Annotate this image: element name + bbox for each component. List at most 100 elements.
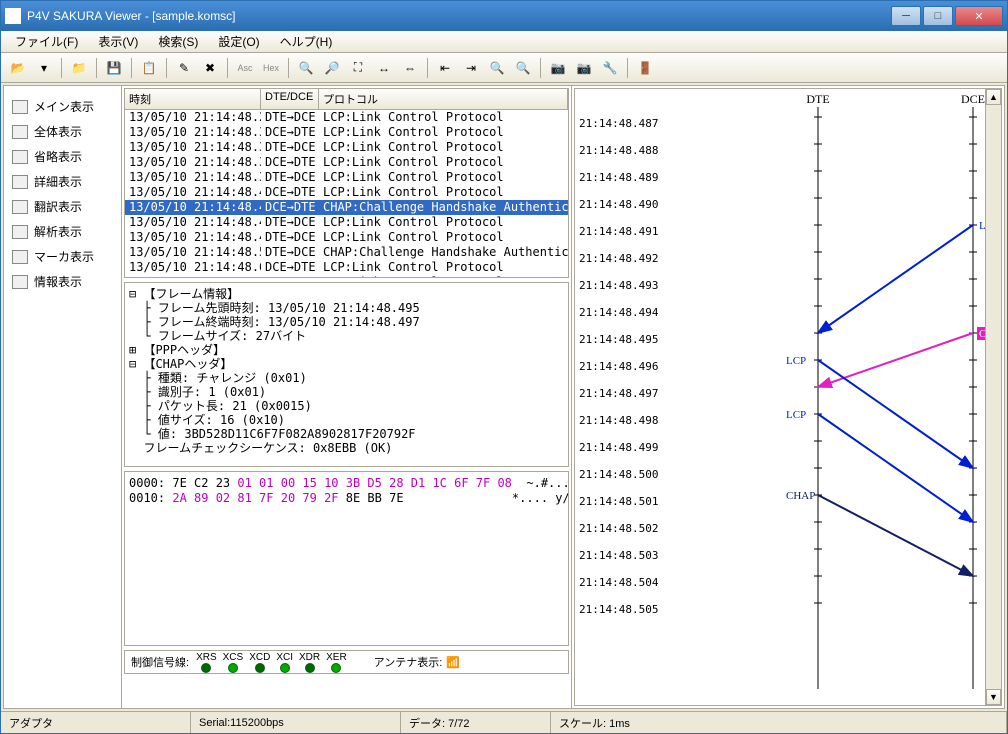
sidebar-item-0[interactable]: メイン表示 — [8, 94, 117, 119]
detail-icon — [12, 175, 28, 189]
edit-icon[interactable]: ✎ — [173, 57, 195, 79]
col-time[interactable]: 時刻 — [125, 89, 261, 109]
zoom-out-icon[interactable]: 🔎 — [321, 57, 343, 79]
status-serial: Serial:115200bps — [191, 712, 401, 733]
antenna-icon: 📶 — [446, 656, 460, 669]
status-data: データ: 7/72 — [401, 712, 551, 733]
timeline-tick: 21:14:48.490 — [575, 198, 663, 225]
statusbar: アダプタ Serial:115200bps データ: 7/72 スケール: 1m… — [1, 711, 1007, 733]
asc-icon[interactable]: Asc — [234, 57, 256, 79]
titlebar: P4V SAKURA Viewer - [sample.komsc] ─ □ ✕ — [1, 1, 1007, 31]
tree-line[interactable]: ⊟ 【CHAPヘッダ】 — [129, 357, 564, 371]
menu-view[interactable]: 表示(V) — [90, 31, 146, 52]
range1-icon[interactable]: ↔ — [373, 57, 395, 79]
tree-line[interactable]: ⊟ 【フレーム情報】 — [129, 287, 564, 301]
timeline-tick: 21:14:48.487 — [575, 117, 663, 144]
timeline-times: 21:14:48.48721:14:48.48821:14:48.48921:1… — [575, 89, 663, 705]
info-icon — [12, 275, 28, 289]
timeline-pane: 21:14:48.48721:14:48.48821:14:48.48921:1… — [574, 88, 1002, 706]
maximize-button[interactable]: □ — [923, 6, 953, 26]
packet-row[interactable]: 13/05/10 21:14:48.495DCE→DTECHAP:Challen… — [125, 200, 568, 215]
menu-help[interactable]: ヘルプ(H) — [272, 31, 341, 52]
sidebar-item-1[interactable]: 全体表示 — [8, 119, 117, 144]
app-icon — [5, 8, 21, 24]
packet-row[interactable]: 13/05/10 21:14:48.498DTE→DCELCP:Link Con… — [125, 230, 568, 245]
signal-label: 制御信号線: — [131, 654, 189, 670]
sidebar-item-label: 翻訳表示 — [34, 198, 82, 215]
nav1-icon[interactable]: ⇤ — [434, 57, 456, 79]
menu-search[interactable]: 検索(S) — [150, 31, 206, 52]
sidebar: メイン表示全体表示省略表示詳細表示翻訳表示解析表示マーカ表示情報表示 — [4, 86, 122, 708]
packet-row[interactable]: 13/05/10 21:14:48.346DCE→DTELCP:Link Con… — [125, 125, 568, 140]
exit-icon[interactable]: 🚪 — [634, 57, 656, 79]
tree-line[interactable]: ├ 値サイズ: 16 (0x10) — [129, 413, 564, 427]
dropdown-icon[interactable]: ▾ — [33, 57, 55, 79]
tree-line[interactable]: └ 値: 3BD528D11C6F7F082A8902817F20792F — [129, 427, 564, 441]
sidebar-item-3[interactable]: 詳細表示 — [8, 169, 117, 194]
nav2-icon[interactable]: ⇥ — [460, 57, 482, 79]
menu-file[interactable]: ファイル(F) — [7, 31, 86, 52]
packet-list-body[interactable]: 13/05/10 21:14:48.217DTE→DCELCP:Link Con… — [125, 110, 568, 277]
open-icon[interactable]: 📂 — [7, 57, 29, 79]
minimize-button[interactable]: ─ — [891, 6, 921, 26]
svg-text:DTE: DTE — [806, 92, 829, 106]
range2-icon[interactable]: ⇔ — [399, 57, 421, 79]
delete-icon[interactable]: ✖ — [199, 57, 221, 79]
packet-row[interactable]: 13/05/10 21:14:48.501DTE→DCECHAP:Challen… — [125, 245, 568, 260]
tree-line[interactable]: ├ 識別子: 1 (0x01) — [129, 385, 564, 399]
camera-icon[interactable]: 📷 — [547, 57, 569, 79]
packet-row[interactable]: 13/05/10 21:14:48.491DCE→DTELCP:Link Con… — [125, 185, 568, 200]
tree-line[interactable]: └ フレームサイズ: 27バイト — [129, 329, 564, 343]
sidebar-item-5[interactable]: 解析表示 — [8, 219, 117, 244]
fit-icon[interactable]: ⛶ — [347, 57, 369, 79]
find-icon[interactable]: 🔍 — [486, 57, 508, 79]
find2-icon[interactable]: 🔍 — [512, 57, 534, 79]
svg-text:LCP: LCP — [786, 409, 806, 421]
col-proto[interactable]: プロトコル — [319, 89, 568, 109]
timeline-tick: 21:14:48.489 — [575, 171, 663, 198]
window-title: P4V SAKURA Viewer - [sample.komsc] — [27, 9, 891, 23]
sidebar-item-label: メイン表示 — [34, 98, 94, 115]
copy-icon[interactable]: 📋 — [138, 57, 160, 79]
folder-icon[interactable]: 📁 — [68, 57, 90, 79]
close-button[interactable]: ✕ — [955, 6, 1003, 26]
hex-dump-pane[interactable]: 0000: 7E C2 23 01 01 00 15 10 3B D5 28 D… — [124, 471, 569, 646]
sidebar-item-6[interactable]: マーカ表示 — [8, 244, 117, 269]
svg-text:CHAP: CHAP — [786, 490, 815, 502]
timeline-tick: 21:14:48.492 — [575, 252, 663, 279]
timeline-graph[interactable]: DTEDCELCPCHAPLCPLCPCHAP — [663, 89, 1001, 705]
sidebar-item-label: マーカ表示 — [34, 248, 94, 265]
menu-settings[interactable]: 設定(O) — [210, 31, 267, 52]
tree-line[interactable]: ├ フレーム先頭時刻: 13/05/10 21:14:48.495 — [129, 301, 564, 315]
packet-row[interactable]: 13/05/10 21:14:48.638DCE→DTELCP:Link Con… — [125, 275, 568, 277]
parse-icon — [12, 225, 28, 239]
packet-row[interactable]: 13/05/10 21:14:48.496DTE→DCELCP:Link Con… — [125, 215, 568, 230]
tree-line[interactable]: ⊞ 【PPPヘッダ】 — [129, 343, 564, 357]
sidebar-item-7[interactable]: 情報表示 — [8, 269, 117, 294]
packet-row[interactable]: 13/05/10 21:14:48.350DTE→DCELCP:Link Con… — [125, 140, 568, 155]
sidebar-item-4[interactable]: 翻訳表示 — [8, 194, 117, 219]
tree-line[interactable]: ├ フレーム終端時刻: 13/05/10 21:14:48.497 — [129, 315, 564, 329]
packet-row[interactable]: 13/05/10 21:14:48.355DTE→DCELCP:Link Con… — [125, 170, 568, 185]
save-icon[interactable]: 💾 — [103, 57, 125, 79]
packet-list-header: 時刻 DTE/DCE プロトコル — [125, 89, 568, 110]
packet-row[interactable]: 13/05/10 21:14:48.351DCE→DTELCP:Link Con… — [125, 155, 568, 170]
timeline-scrollbar[interactable]: ▲ ▼ — [985, 89, 1001, 705]
packet-row[interactable]: 13/05/10 21:14:48.623DCE→DTELCP:Link Con… — [125, 260, 568, 275]
hex-icon[interactable]: Hex — [260, 57, 282, 79]
scroll-down-icon[interactable]: ▼ — [986, 689, 1001, 705]
sidebar-item-2[interactable]: 省略表示 — [8, 144, 117, 169]
tree-line[interactable]: フレームチェックシーケンス: 0x8EBB (OK) — [129, 441, 564, 455]
tree-line[interactable]: ├ パケット長: 21 (0x0015) — [129, 399, 564, 413]
camera2-icon[interactable]: 📷 — [573, 57, 595, 79]
packet-row[interactable]: 13/05/10 21:14:48.217DTE→DCELCP:Link Con… — [125, 110, 568, 125]
detail-tree-pane[interactable]: ⊟ 【フレーム情報】 ├ フレーム先頭時刻: 13/05/10 21:14:48… — [124, 282, 569, 467]
zoom-in-icon[interactable]: 🔍 — [295, 57, 317, 79]
app-window: P4V SAKURA Viewer - [sample.komsc] ─ □ ✕… — [0, 0, 1008, 734]
tool-icon[interactable]: 🔧 — [599, 57, 621, 79]
scroll-up-icon[interactable]: ▲ — [986, 89, 1001, 105]
timeline-tick: 21:14:48.493 — [575, 279, 663, 306]
tree-line[interactable]: ├ 種類: チャレンジ (0x01) — [129, 371, 564, 385]
col-dir[interactable]: DTE/DCE — [261, 89, 319, 109]
packet-list-pane: 時刻 DTE/DCE プロトコル 13/05/10 21:14:48.217DT… — [124, 88, 569, 278]
